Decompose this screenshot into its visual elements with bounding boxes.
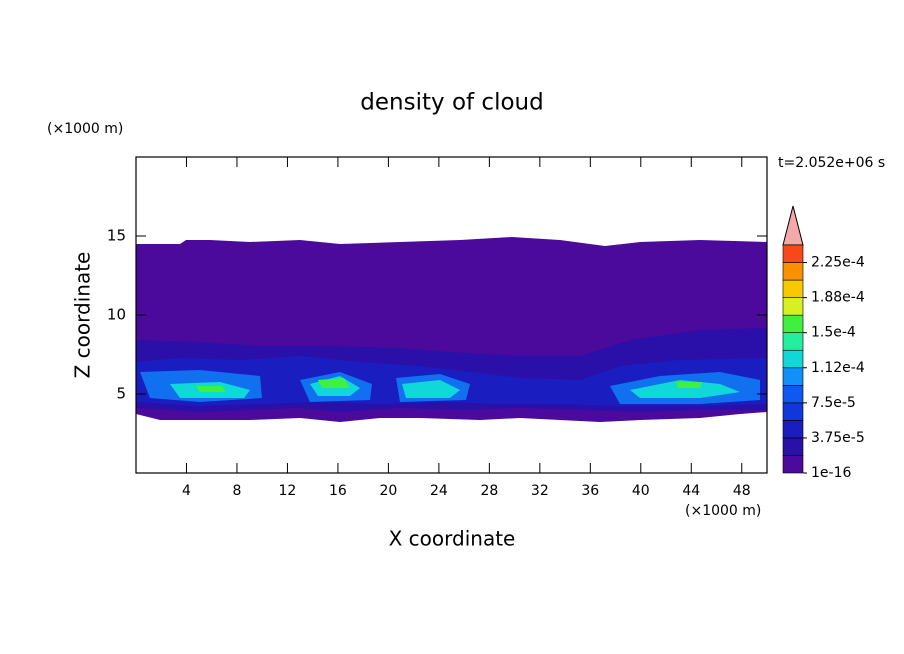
y-tick-label: 15 <box>107 227 126 245</box>
x-tick-label: 20 <box>379 483 397 499</box>
colorbar-tick-label: 1.5e-4 <box>811 325 856 341</box>
x-tick-label: 44 <box>682 483 700 499</box>
contour-band <box>170 376 740 398</box>
colorbar-band <box>782 385 804 404</box>
x-tick-label: 4 <box>182 483 191 499</box>
colorbar-tick-label: 1e-16 <box>811 465 851 481</box>
colorbar-tick-label: 7.5e-5 <box>811 395 856 411</box>
colorbar-band <box>782 349 804 369</box>
chart-title: density of cloud <box>360 90 543 116</box>
colorbar-tick-label: 2.25e-4 <box>811 255 865 271</box>
x-tick-label: 12 <box>279 483 297 499</box>
contour-band <box>196 378 702 392</box>
colorbar-tick-label: 1.88e-4 <box>811 290 865 306</box>
colorbar-band <box>782 314 804 333</box>
colorbar-band <box>782 279 804 298</box>
time-label: t=2.052e+06 s <box>778 155 885 171</box>
x-tick-label: 28 <box>480 483 498 499</box>
colorbar-band <box>782 297 804 316</box>
colorbar-band <box>782 332 804 351</box>
x-axis-label: X coordinate <box>389 527 516 551</box>
x-unit: (×1000 m) <box>685 503 761 519</box>
x-tick-label: 16 <box>329 483 347 499</box>
x-tick-label: 32 <box>531 483 549 499</box>
colorbar-tick-label: 1.12e-4 <box>811 360 865 376</box>
colorbar-band <box>782 244 804 263</box>
x-tick-label: 40 <box>632 483 650 499</box>
x-tick-label: 36 <box>581 483 599 499</box>
x-tick-label: 48 <box>733 483 751 499</box>
colorbar-band <box>782 262 804 281</box>
colorbar-tick-label: 3.75e-5 <box>811 430 865 446</box>
colorbar-band <box>782 437 804 456</box>
x-tick-label: 8 <box>232 483 241 499</box>
y-unit: (×1000 m) <box>47 121 123 137</box>
contour-field <box>136 237 767 422</box>
colorbar-band <box>782 420 804 439</box>
colorbar-band <box>782 455 804 474</box>
colorbar-band <box>782 367 804 386</box>
colorbar-band <box>782 402 804 421</box>
y-axis-label: Z coordinate <box>71 252 95 379</box>
x-tick-label: 24 <box>430 483 448 499</box>
y-tick-label: 10 <box>107 306 126 324</box>
colorbar-extension <box>782 205 804 246</box>
y-tick-label: 5 <box>116 385 126 403</box>
